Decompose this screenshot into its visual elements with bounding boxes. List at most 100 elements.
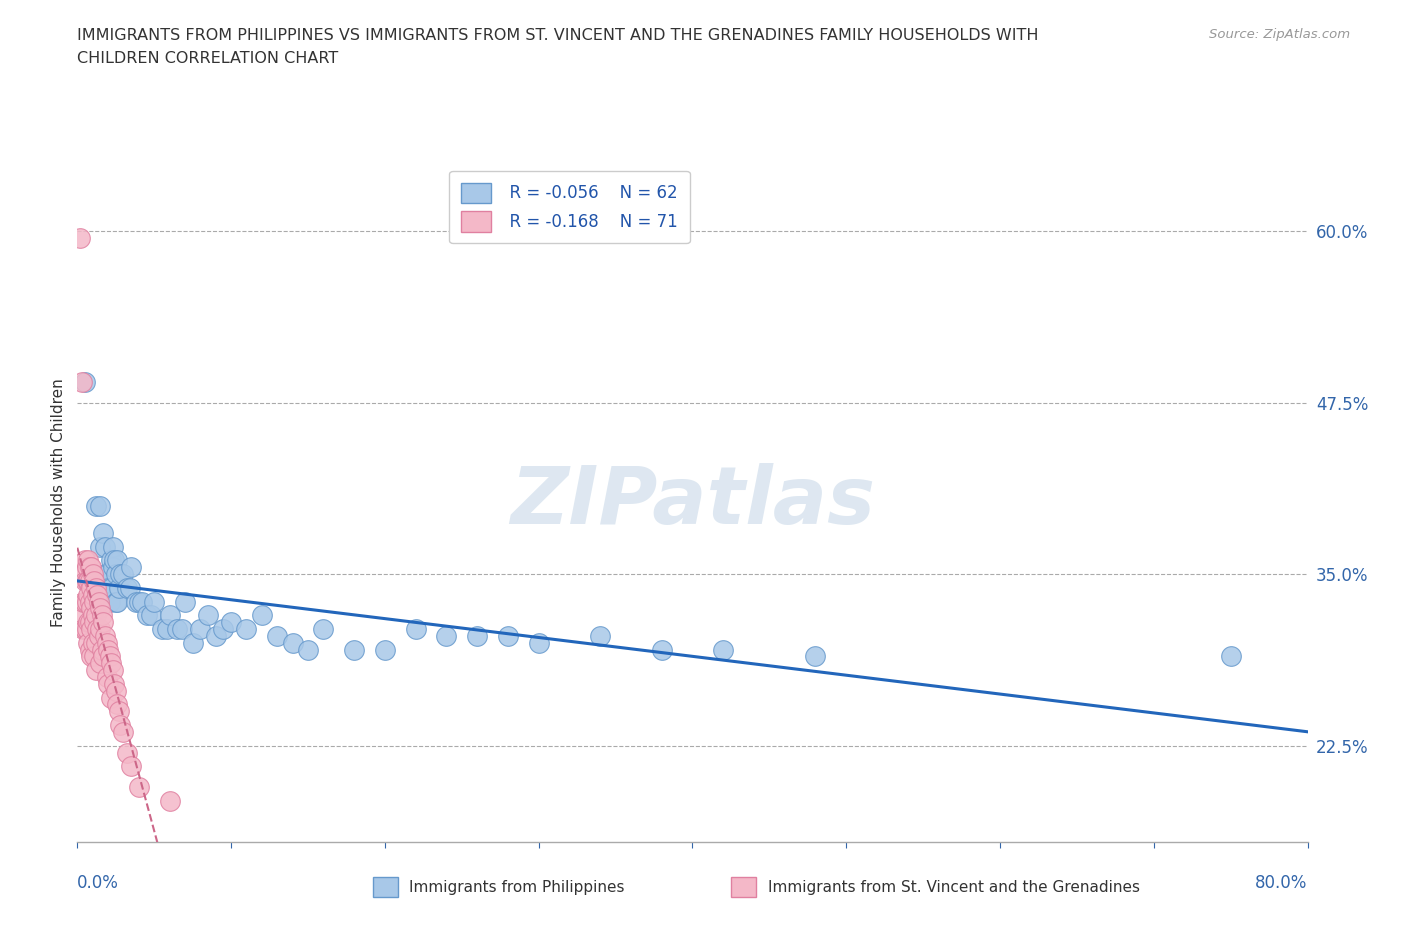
Point <box>131 594 153 609</box>
Point <box>436 629 458 644</box>
Point <box>118 580 141 595</box>
Point <box>98 594 121 609</box>
Point <box>188 621 212 636</box>
Point <box>77 553 100 568</box>
Point <box>120 759 142 774</box>
Point <box>69 231 91 246</box>
Y-axis label: Family Households with Children: Family Households with Children <box>51 378 66 627</box>
Point <box>108 704 131 719</box>
Point <box>110 718 132 733</box>
Point <box>73 375 96 390</box>
Point <box>197 608 219 623</box>
Point <box>82 608 104 623</box>
Point <box>100 656 122 671</box>
Point <box>73 594 96 609</box>
Point <box>103 553 125 568</box>
Point <box>143 594 166 609</box>
Point <box>76 574 98 589</box>
Point <box>73 553 96 568</box>
Point <box>83 649 105 664</box>
Point <box>405 621 427 636</box>
Point <box>89 498 111 513</box>
Point <box>84 498 107 513</box>
Point <box>97 580 120 595</box>
Point <box>174 594 197 609</box>
Text: 80.0%: 80.0% <box>1256 874 1308 892</box>
Point <box>250 608 273 623</box>
Point <box>72 621 94 636</box>
Point <box>589 629 612 644</box>
Point <box>70 375 93 390</box>
Point <box>77 588 100 603</box>
Point <box>651 643 673 658</box>
Point <box>76 621 98 636</box>
Text: ZIPatlas: ZIPatlas <box>510 463 875 541</box>
Point <box>89 621 111 636</box>
Point <box>80 560 103 575</box>
Point <box>100 553 122 568</box>
Point <box>79 594 101 609</box>
Point <box>96 635 118 650</box>
Point <box>711 643 734 658</box>
Point <box>104 594 127 609</box>
Point <box>104 684 127 698</box>
Text: IMMIGRANTS FROM PHILIPPINES VS IMMIGRANTS FROM ST. VINCENT AND THE GRENADINES FA: IMMIGRANTS FROM PHILIPPINES VS IMMIGRANT… <box>77 28 1039 43</box>
Point <box>135 608 157 623</box>
Point <box>82 580 104 595</box>
Point <box>79 643 101 658</box>
Point <box>72 566 94 581</box>
Point <box>150 621 173 636</box>
Point <box>82 588 104 603</box>
Point <box>115 745 138 760</box>
Point <box>100 580 122 595</box>
Point <box>73 621 96 636</box>
Point <box>87 594 110 609</box>
Point <box>159 608 181 623</box>
Point <box>496 629 519 644</box>
Point <box>105 594 128 609</box>
Point <box>120 560 142 575</box>
Point <box>72 594 94 609</box>
Point <box>103 676 125 691</box>
Point <box>212 621 235 636</box>
Point <box>266 629 288 644</box>
Point <box>73 574 96 589</box>
Point <box>70 608 93 623</box>
Point <box>112 566 135 581</box>
Text: Immigrants from Philippines: Immigrants from Philippines <box>409 880 624 895</box>
Point <box>96 566 118 581</box>
Text: 0.0%: 0.0% <box>77 874 120 892</box>
Point <box>219 615 242 630</box>
Point <box>105 553 128 568</box>
Text: Source: ZipAtlas.com: Source: ZipAtlas.com <box>1209 28 1350 41</box>
Point <box>297 643 319 658</box>
Point <box>105 698 128 712</box>
Point <box>86 588 108 603</box>
Point <box>90 608 114 623</box>
Point <box>128 594 150 609</box>
Point <box>804 649 827 664</box>
Point <box>79 574 101 589</box>
Point <box>79 615 101 630</box>
Point <box>170 621 193 636</box>
Point <box>84 663 107 678</box>
Point <box>87 629 110 644</box>
Point <box>93 615 115 630</box>
Point <box>101 560 124 575</box>
Point <box>159 793 181 808</box>
Point <box>96 670 118 684</box>
Point <box>1219 649 1241 664</box>
Point <box>108 580 131 595</box>
Point <box>77 635 100 650</box>
Point <box>82 635 104 650</box>
Point <box>80 580 103 595</box>
Point <box>128 779 150 794</box>
Text: Immigrants from St. Vincent and the Grenadines: Immigrants from St. Vincent and the Gren… <box>768 880 1140 895</box>
Point <box>93 525 115 540</box>
Point <box>80 601 103 616</box>
Point <box>76 594 98 609</box>
Point <box>93 649 115 664</box>
Legend:   R = -0.056    N = 62,   R = -0.168    N = 71: R = -0.056 N = 62, R = -0.168 N = 71 <box>450 171 689 244</box>
Text: CHILDREN CORRELATION CHART: CHILDREN CORRELATION CHART <box>77 51 339 66</box>
Point <box>80 649 103 664</box>
